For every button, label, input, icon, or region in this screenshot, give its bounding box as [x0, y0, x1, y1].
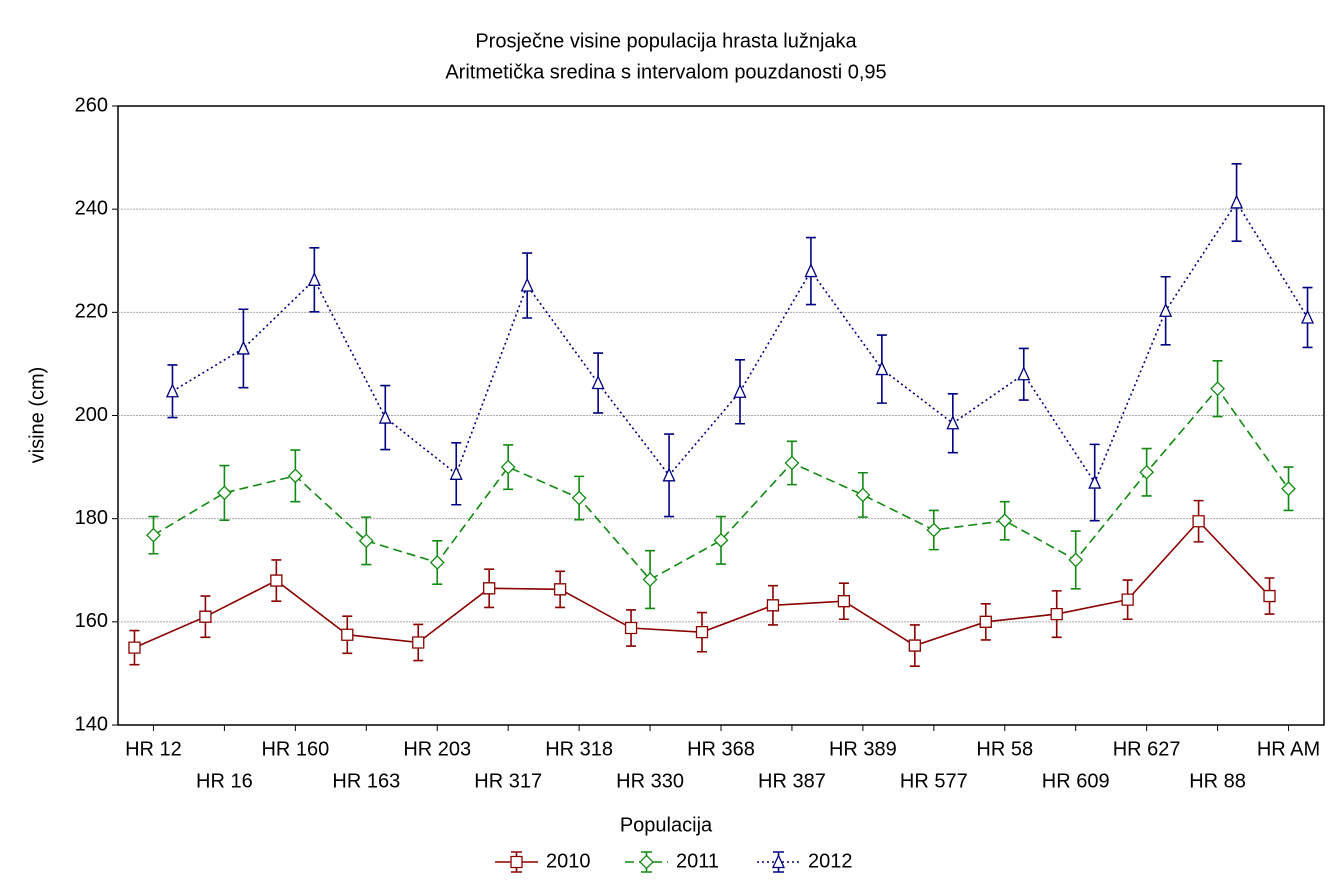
legend-label: 2011	[676, 850, 719, 872]
x-axis-label: Populacija	[620, 814, 713, 836]
marker	[1281, 481, 1296, 497]
marker	[429, 555, 445, 570]
marker	[662, 467, 676, 482]
x-tick-label: HR 160	[261, 738, 329, 760]
marker	[997, 513, 1013, 529]
marker	[500, 459, 516, 475]
marker	[1017, 366, 1031, 381]
marker	[908, 639, 921, 652]
x-tick-label: HR 627	[1113, 738, 1181, 760]
marker	[1088, 474, 1102, 489]
x-tick-label: HR 163	[332, 770, 400, 792]
x-tick-label: HR 203	[403, 738, 471, 760]
x-tick-label: HR 609	[1042, 770, 1110, 792]
marker	[1121, 593, 1134, 606]
x-tick-label: HR 389	[829, 738, 897, 760]
marker	[1263, 589, 1276, 603]
y-tick-label: 240	[75, 197, 108, 219]
y-tick-label: 180	[75, 507, 108, 529]
marker	[520, 277, 534, 292]
x-tick-label: HR 387	[758, 770, 826, 792]
marker	[946, 415, 960, 430]
x-tick-label: HR 58	[976, 738, 1033, 760]
x-tick-label: HR 318	[545, 738, 613, 760]
marker	[624, 621, 638, 635]
marker	[449, 465, 463, 480]
chart-subtitle: Aritmetička sredina s intervalom pouzdan…	[445, 61, 886, 83]
marker	[165, 383, 179, 398]
legend-caps	[511, 851, 522, 873]
marker	[1050, 607, 1063, 621]
marker	[1230, 194, 1244, 209]
marker	[591, 374, 605, 390]
marker	[571, 490, 587, 506]
marker	[875, 361, 889, 376]
marker	[979, 615, 992, 628]
marker	[1159, 302, 1173, 317]
y-tick-label: 160	[75, 610, 108, 632]
legend-label: 2010	[546, 850, 591, 872]
marker	[766, 599, 780, 612]
marker	[378, 409, 392, 424]
legend-marker	[639, 854, 654, 870]
marker	[1068, 552, 1084, 568]
marker	[733, 383, 747, 398]
marker	[1210, 381, 1226, 397]
marker	[1139, 464, 1155, 480]
x-tick-label: HR 317	[474, 770, 542, 792]
legend-marker	[510, 855, 523, 869]
marker	[358, 533, 374, 549]
marker	[270, 574, 283, 587]
series-line	[153, 387, 1290, 581]
y-tick-label: 260	[75, 94, 108, 116]
marker	[1192, 515, 1205, 528]
marker	[307, 271, 321, 286]
y-tick-label: 220	[75, 301, 108, 323]
x-tick-label: HR AM	[1257, 738, 1320, 760]
marker	[412, 636, 425, 649]
marker	[341, 628, 354, 641]
marker	[553, 583, 567, 596]
marker	[199, 610, 212, 623]
x-tick-label: HR 88	[1189, 770, 1246, 792]
marker	[287, 468, 303, 484]
chart-title: Prosječne visine populacija hrasta lužnj…	[475, 30, 857, 52]
x-tick-label: HR 12	[125, 738, 182, 760]
x-tick-label: HR 16	[196, 770, 253, 792]
marker	[784, 455, 800, 471]
marker	[216, 485, 232, 501]
marker	[483, 582, 496, 595]
marker	[695, 626, 709, 639]
marker	[146, 527, 161, 543]
legend-caps	[773, 851, 784, 873]
marker	[642, 572, 658, 587]
legend-caps	[641, 851, 652, 873]
x-tick-label: HR 368	[687, 738, 755, 760]
marker	[1301, 309, 1315, 324]
y-tick-label: 140	[75, 713, 108, 735]
marker	[236, 340, 250, 355]
legend-marker	[771, 853, 786, 869]
y-tick-label: 200	[75, 404, 108, 426]
marker	[837, 595, 851, 608]
marker	[855, 487, 871, 503]
y-axis-label: visine (cm)	[26, 367, 48, 464]
marker	[128, 641, 141, 654]
x-tick-label: HR 330	[616, 770, 684, 792]
marker	[926, 522, 942, 538]
legend-label: 2012	[808, 850, 853, 872]
marker	[713, 532, 729, 548]
x-tick-label: HR 577	[900, 770, 968, 792]
marker	[804, 263, 818, 278]
